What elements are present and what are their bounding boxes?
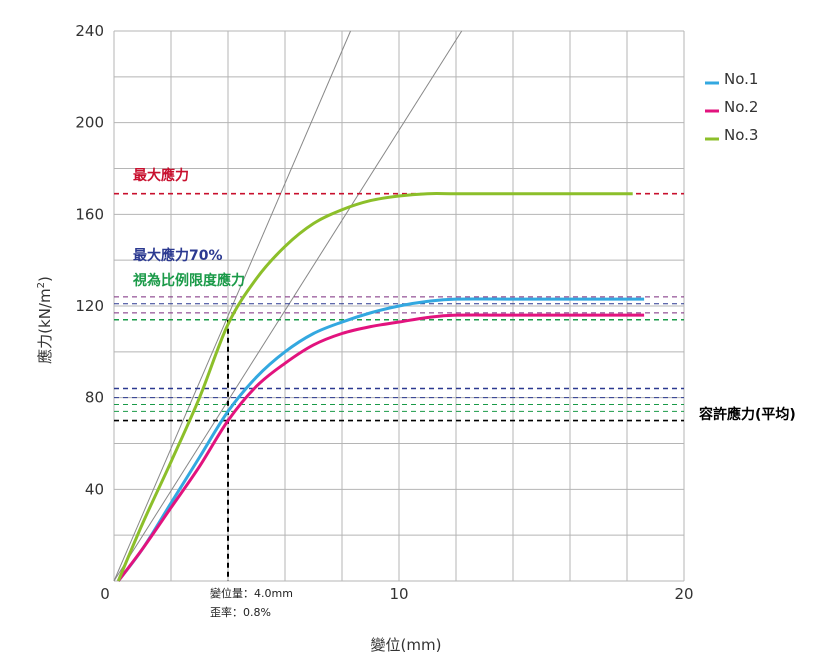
y-axis-label-close: ) bbox=[36, 276, 54, 282]
legend-label: No.3 bbox=[724, 126, 758, 144]
series-lines bbox=[116, 192, 645, 582]
y-tick-label: 240 bbox=[75, 22, 104, 40]
legend: No.1 No.2 No.3 bbox=[705, 70, 758, 144]
y-axis-label-sup: 2 bbox=[36, 282, 47, 288]
y-tick-label: 80 bbox=[85, 389, 104, 407]
y-axis-label: 應力(kN/m2) bbox=[36, 276, 54, 364]
legend-label: No.1 bbox=[724, 70, 758, 88]
reference-lines bbox=[114, 192, 684, 422]
y-tick-label: 40 bbox=[85, 480, 104, 498]
displacement-note: 變位量：4.0mm bbox=[210, 586, 293, 600]
tangent-lines bbox=[113, 30, 463, 582]
annotation-max-stress: 最大應力 bbox=[133, 167, 189, 184]
strain-note: 歪率：0.8% bbox=[210, 605, 271, 619]
annotation-allowable-stress: 容許應力(平均) bbox=[698, 406, 796, 423]
legend-label: No.2 bbox=[724, 98, 758, 116]
series-line-no1 bbox=[117, 297, 645, 582]
x-tick-label: 10 bbox=[389, 585, 408, 603]
y-tick-label: 160 bbox=[75, 205, 104, 223]
tangent-line bbox=[113, 30, 463, 582]
x-axis-label: 變位(mm) bbox=[371, 636, 442, 654]
series-line-no3 bbox=[116, 192, 633, 582]
tangent-line bbox=[113, 30, 352, 582]
annotation-proportional-limit: 視為比例限度應力 bbox=[132, 272, 245, 289]
annotation-max70: 最大應力70% bbox=[133, 247, 223, 264]
y-tick-label: 200 bbox=[75, 114, 104, 132]
tick-labels: 40 80 120 160 200 240 0 10 20 bbox=[75, 22, 693, 603]
series-line-no2 bbox=[117, 313, 645, 582]
y-tick-label: 120 bbox=[75, 297, 104, 315]
x-tick-label: 0 bbox=[100, 585, 110, 603]
x-tick-label: 20 bbox=[674, 585, 693, 603]
